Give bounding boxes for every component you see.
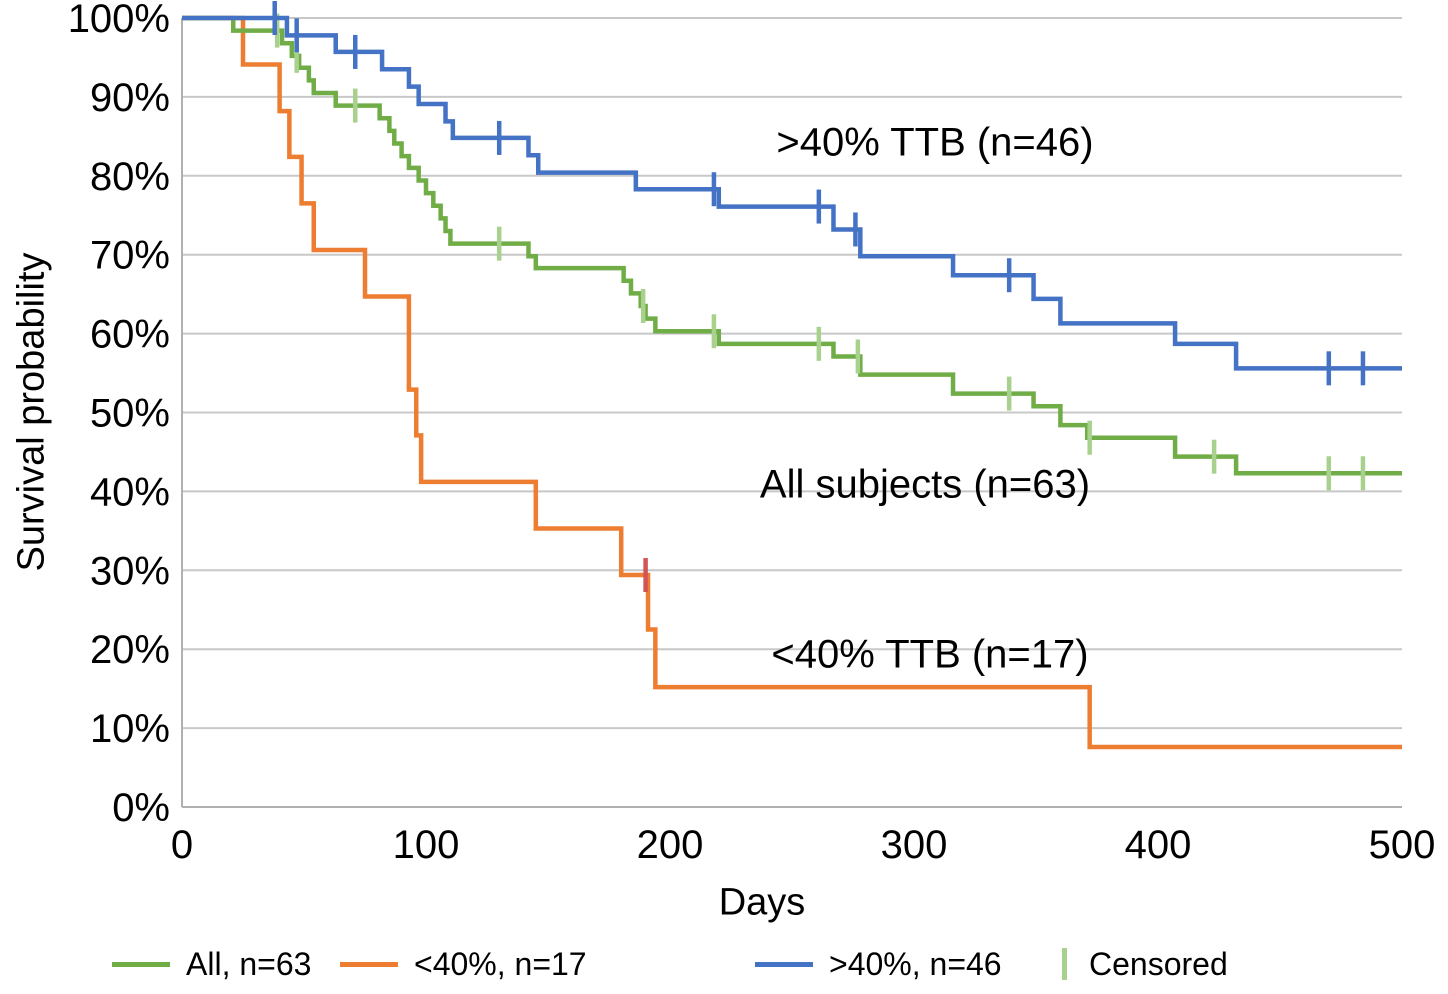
legend-censored-tick-swatch [1062,948,1067,980]
y-tick-label: 0% [112,786,170,830]
legend-line-swatch-orange [340,961,398,967]
legend-item-gt40: >40%, n=46 [755,938,1002,990]
annotation-gt40-ttb: >40% TTB (n=46) [776,120,1094,165]
y-axis-title: Survival probability [10,252,53,572]
legend: All, n=63 <40%, n=17 >40%, n=46 Censored [0,938,1448,990]
y-tick-label: 20% [90,628,170,672]
y-tick-label: 70% [90,234,170,278]
annotation-all-subjects: All subjects (n=63) [759,462,1091,507]
y-tick-label: 40% [90,470,170,514]
y-tick-label: 30% [90,549,170,593]
x-tick-label: 500 [1369,823,1436,867]
y-tick-label: 90% [90,76,170,120]
y-tick-label: 100% [68,0,170,41]
legend-line-swatch-green [112,961,170,967]
y-tick-label: 10% [90,707,170,751]
legend-item-all: All, n=63 [112,938,311,990]
legend-item-lt40: <40%, n=17 [340,938,587,990]
legend-label: All, n=63 [186,945,312,982]
x-tick-label: 0 [171,823,193,867]
x-tick-label: 400 [1125,823,1192,867]
x-tick-label: 200 [637,823,704,867]
y-tick-label: 60% [90,313,170,357]
survival-curve [182,15,1402,371]
legend-label: <40%, n=17 [414,945,587,982]
x-axis-title: Days [718,881,806,924]
x-tick-label: 100 [393,823,460,867]
x-tick-label: 300 [881,823,948,867]
survival-curve [182,15,1402,476]
annotation-lt40-ttb: <40% TTB (n=17) [771,632,1089,677]
survival-curve [182,15,1402,750]
legend-line-swatch-blue [755,961,813,967]
y-tick-label: 80% [90,155,170,199]
y-tick-label: 50% [90,392,170,436]
legend-item-censored: Censored [1062,938,1228,990]
legend-label: >40%, n=46 [829,945,1002,982]
legend-label: Censored [1089,945,1228,982]
